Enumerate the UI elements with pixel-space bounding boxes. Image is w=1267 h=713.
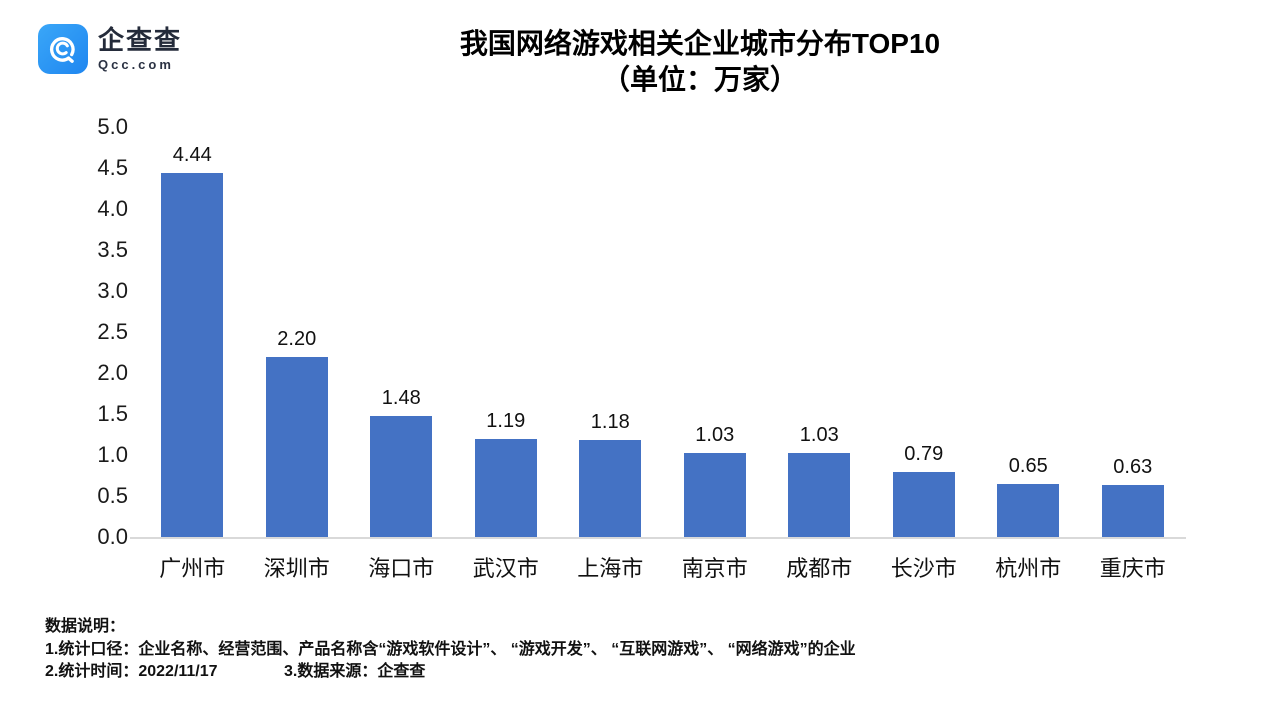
chart-title-line1: 我国网络游戏相关企业城市分布TOP10 [459,28,941,59]
bar-slot: 1.03 [767,127,872,537]
bar-slot: 4.44 [140,127,245,537]
brand-domain: Qcc.com [98,56,174,72]
bar-value-label: 4.44 [172,143,212,166]
brand-name: 企查查 [98,25,183,56]
bar-slot: 1.48 [349,127,454,537]
y-tick-label: 3.0 [97,278,128,303]
bars-area: 4.44 2.20 1.48 1.19 1.18 1.03 1.03 0.79 0.65 0.63 [140,127,1185,537]
x-axis-label: 上海市 [577,556,644,581]
bar-value-label: 1.18 [590,411,630,434]
bar [892,472,955,537]
x-axis-labels: 广州市 深圳市 海口市 武汉市 上海市 南京市 成都市 长沙市 杭州市 重庆市 [140,551,1185,583]
notes-stat-time: 2.统计时间：2022/11/17 [45,663,218,680]
y-tick-label: 4.0 [97,196,128,221]
bar-value-label: 1.48 [381,386,421,409]
x-axis-label: 长沙市 [890,556,957,581]
magnifier-q-icon [50,37,75,63]
bar-slot: 2.20 [245,127,350,537]
bar-value-label: 1.19 [486,410,526,433]
x-axis-label: 深圳市 [263,556,330,581]
bar [1101,485,1164,537]
data-notes: 数据说明： 1.统计口径：企业名称、经营范围、产品名称含“游戏软件设计”、 “游… [45,616,856,684]
bar [997,483,1060,537]
notes-line1: 1.统计口径：企业名称、经营范围、产品名称含“游戏软件设计”、 “游戏开发”、 … [45,640,856,658]
y-axis: 5.0 4.5 4.0 3.5 3.0 2.5 2.0 1.5 1.0 0.5 0.0 [40,115,128,549]
y-tick-label: 0.0 [97,524,128,549]
x-axis-label: 广州市 [159,556,226,581]
notes-source: 3.数据来源：企查查 [284,663,426,680]
qcc-logo-icon [38,24,88,74]
bar-chart: 5.0 4.5 4.0 3.5 3.0 2.5 2.0 1.5 1.0 0.5 0.0 4.44 2.… [40,115,1186,583]
y-tick-label: 5.0 [97,114,128,139]
y-tick-label: 2.5 [97,319,128,344]
brand-text: 企查查 Qcc.com [98,26,182,72]
x-axis-label: 杭州市 [995,556,1062,581]
bar-value-label: 0.65 [1008,454,1048,477]
chart-title-line2: （单位：万家） [601,64,798,95]
bar-value-label: 0.79 [904,443,944,466]
bar [579,440,642,537]
bar-slot: 0.63 [1081,127,1186,537]
bar-slot: 1.19 [454,127,559,537]
x-axis-label: 武汉市 [472,556,539,581]
bar-slot: 0.65 [976,127,1081,537]
y-tick-label: 2.0 [97,360,128,385]
bar-value-label: 1.03 [695,423,735,446]
x-axis-label: 海口市 [368,556,435,581]
bar-value-label: 1.03 [799,423,839,446]
notes-heading: 数据说明： [45,618,126,635]
y-tick-label: 1.0 [97,442,128,467]
bar [161,172,224,537]
y-tick-label: 4.5 [97,155,128,180]
x-axis-line [130,537,1186,539]
y-tick-label: 0.5 [97,483,128,508]
brand-logo: 企查查 Qcc.com [38,24,182,74]
x-axis-label: 成都市 [786,556,853,581]
bar [474,439,537,537]
chart-title: 我国网络游戏相关企业城市分布TOP10 （单位：万家） [140,26,1260,98]
bar [683,452,746,537]
bar-slot: 1.18 [558,127,663,537]
bar-value-label: 0.63 [1113,456,1153,479]
x-axis-label: 重庆市 [1099,556,1166,581]
bar [788,452,851,537]
bar [370,415,433,537]
bar [265,356,328,537]
bar-value-label: 2.20 [277,327,317,350]
x-axis-label: 南京市 [681,556,748,581]
y-tick-label: 1.5 [97,401,128,426]
y-tick-label: 3.5 [97,237,128,262]
bar-slot: 0.79 [872,127,977,537]
notes-line2: 2.统计时间：2022/11/17 3.数据来源：企查查 [45,661,856,684]
bar-slot: 1.03 [663,127,768,537]
